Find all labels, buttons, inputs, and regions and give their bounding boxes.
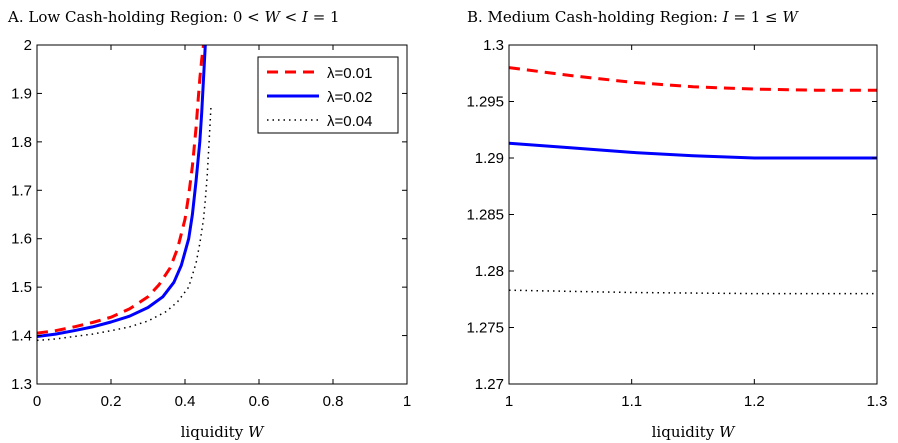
panel-a-title: A. Low Cash-holding Region: 0 < W < I = … [7, 8, 340, 26]
panel-b-series-0 [509, 66, 877, 92]
panel-b: B. Medium Cash-holding Region: I = 1 ≤ W… [466, 8, 887, 441]
panel-a-ytick-label: 1.7 [11, 182, 32, 199]
panel-b-xtick-label: 1.2 [744, 393, 765, 410]
panel-a-plot: 0 0.2 0.4 0.6 0.8 1 1.3 1.4 1.5 1.6 1.7 1.8 1.9 2 [11, 37, 411, 410]
panel-b-ytick-label: 1.27 [475, 376, 504, 393]
legend-label-2: λ=0.04 [327, 113, 372, 130]
panel-a-series-1 [37, 45, 207, 338]
panel-a-series-2 [37, 107, 212, 342]
panel-b-ytick-label: 1.275 [466, 320, 504, 337]
panel-b-ytick-label: 1.295 [466, 94, 504, 111]
panel-a-ytick-label: 1.3 [11, 376, 32, 393]
panel-a-xtick-label: 0 [33, 393, 41, 410]
panel-b-plot: 1 1.1 1.2 1.3 1.27 1.275 1.28 1.285 1.29 1.295 1.3 [466, 37, 887, 410]
panel-b-ytick-label: 1.285 [466, 207, 504, 224]
panel-a-xtick-label: 0.8 [323, 393, 344, 410]
panel-a-xlabel: liquidity W [181, 423, 265, 441]
panel-b-xtick-label: 1.1 [621, 393, 642, 410]
panel-a-ytick-label: 1.4 [11, 328, 32, 345]
legend-label-1: λ=0.02 [327, 89, 372, 106]
panel-b-ytick-label: 1.29 [475, 150, 504, 167]
panel-b-title: B. Medium Cash-holding Region: I = 1 ≤ W [467, 8, 799, 26]
panel-a-ytick-label: 1.5 [11, 279, 32, 296]
panel-a-xtick-label: 0.4 [175, 393, 196, 410]
panel-a-ytick-label: 1.6 [11, 231, 32, 248]
panel-b-series-2 [509, 289, 877, 295]
legend: λ=0.01 λ=0.02 λ=0.04 [257, 56, 399, 134]
panel-a-ytick-label: 2 [24, 37, 32, 54]
panel-b-ytick-label: 1.28 [475, 263, 504, 280]
panel-a-xtick-label: 1 [403, 393, 411, 410]
panel-b-xtick-label: 1 [505, 393, 513, 410]
panel-b-series-1 [509, 141, 877, 160]
panel-a-axes-frame [36, 44, 408, 385]
panel-a: A. Low Cash-holding Region: 0 < W < I = … [7, 8, 411, 441]
panel-a-ytick-label: 1.9 [11, 85, 32, 102]
panel-b-ytick-label: 1.3 [483, 37, 504, 54]
panel-a-ytick-label: 1.8 [11, 134, 32, 151]
panel-b-xlabel: liquidity W [652, 423, 736, 441]
legend-label-0: λ=0.01 [327, 65, 372, 82]
panel-a-xtick-label: 0.6 [249, 393, 270, 410]
panel-a-xtick-label: 0.2 [101, 393, 122, 410]
panel-b-xtick-label: 1.3 [867, 393, 888, 410]
panel-a-series-0 [37, 45, 205, 335]
